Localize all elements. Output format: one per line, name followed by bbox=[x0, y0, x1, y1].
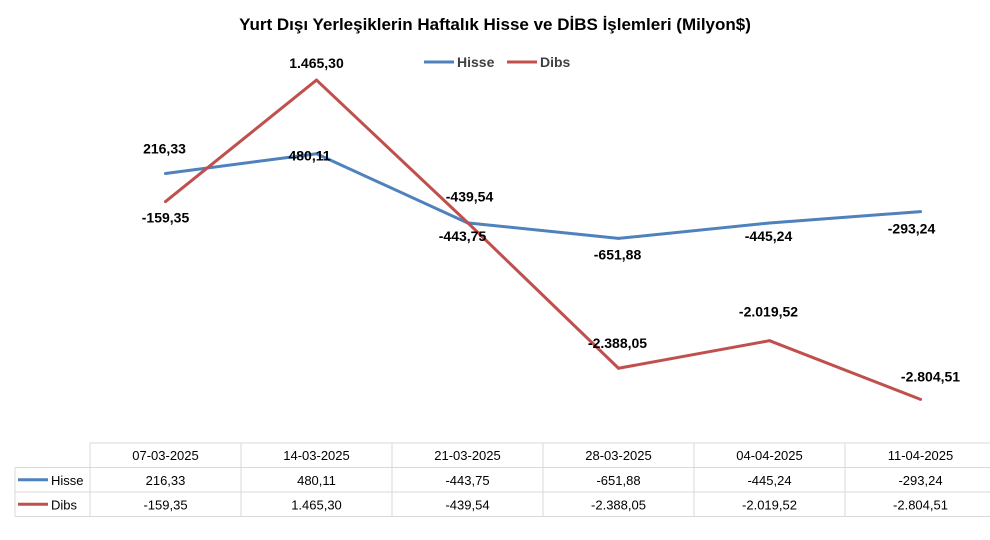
table-header-cell: 11-04-2025 bbox=[888, 448, 954, 463]
table-cell: -2.019,52 bbox=[742, 497, 797, 512]
table-cell: -439,54 bbox=[445, 497, 489, 512]
data-point-dibs bbox=[466, 221, 469, 225]
table-cell: 216,33 bbox=[146, 473, 186, 488]
data-label-dibs: 1.465,30 bbox=[289, 55, 344, 71]
data-point-dibs bbox=[315, 78, 318, 82]
data-point-hisse bbox=[919, 210, 922, 214]
data-point-dibs bbox=[617, 366, 620, 370]
data-label-hisse: -443,75 bbox=[439, 228, 487, 244]
data-point-hisse bbox=[617, 236, 620, 240]
table-cell: -445,24 bbox=[747, 473, 791, 488]
table-cell: -2.804,51 bbox=[893, 497, 948, 512]
data-table: 07-03-2025 14-03-2025 21-03-2025 28-03-2025… bbox=[14, 442, 990, 517]
data-label-hisse: -445,24 bbox=[745, 228, 793, 244]
data-label-dibs: -159,35 bbox=[142, 210, 190, 226]
table-cell: -443,75 bbox=[445, 473, 489, 488]
series-line-dibs bbox=[164, 78, 922, 401]
legend: Hisse Dibs bbox=[424, 54, 571, 70]
table-header-cell: 14-03-2025 bbox=[283, 448, 350, 463]
table-header-cell: 07-03-2025 bbox=[132, 448, 199, 463]
table-header-cell: 28-03-2025 bbox=[585, 448, 652, 463]
data-point-hisse bbox=[315, 152, 318, 156]
table-cell: 480,11 bbox=[297, 473, 336, 488]
data-label-hisse: 480,11 bbox=[288, 148, 330, 164]
table-cell: -293,24 bbox=[898, 473, 942, 488]
table-header-cell: 21-03-2025 bbox=[434, 448, 501, 463]
data-label-dibs: -2.388,05 bbox=[588, 335, 647, 351]
data-point-dibs bbox=[768, 339, 771, 343]
data-label-hisse: 216,33 bbox=[143, 140, 186, 156]
data-label-dibs: -2.019,52 bbox=[739, 304, 798, 320]
table-row-label-hisse: Hisse bbox=[51, 473, 84, 488]
data-label-dibs: -2.804,51 bbox=[901, 368, 960, 384]
table-cell: -2.388,05 bbox=[591, 497, 646, 512]
data-label-hisse: -651,88 bbox=[594, 246, 642, 262]
chart-title: Yurt Dışı Yerleşiklerin Haftalık Hisse v… bbox=[239, 15, 751, 34]
legend-label-hisse: Hisse bbox=[457, 54, 495, 70]
data-point-dibs bbox=[919, 397, 922, 401]
data-label-layer: 216,33 480,11 -443,75 -651,88 -445,24 -293,24… bbox=[142, 55, 961, 384]
table-row-label-dibs: Dibs bbox=[51, 497, 78, 512]
data-label-hisse: -293,24 bbox=[888, 221, 936, 237]
table-cell: -651,88 bbox=[596, 473, 640, 488]
series-layer bbox=[164, 78, 922, 401]
table-cell: 1.465,30 bbox=[291, 497, 342, 512]
data-label-dibs: -439,54 bbox=[446, 189, 494, 205]
legend-label-dibs: Dibs bbox=[540, 54, 571, 70]
series-line-hisse bbox=[165, 152, 921, 240]
data-point-dibs bbox=[164, 200, 167, 204]
data-point-hisse bbox=[768, 221, 771, 225]
data-point-hisse bbox=[164, 171, 167, 175]
table-header-cell: 04-04-2025 bbox=[736, 448, 803, 463]
table-cell: -159,35 bbox=[143, 497, 187, 512]
